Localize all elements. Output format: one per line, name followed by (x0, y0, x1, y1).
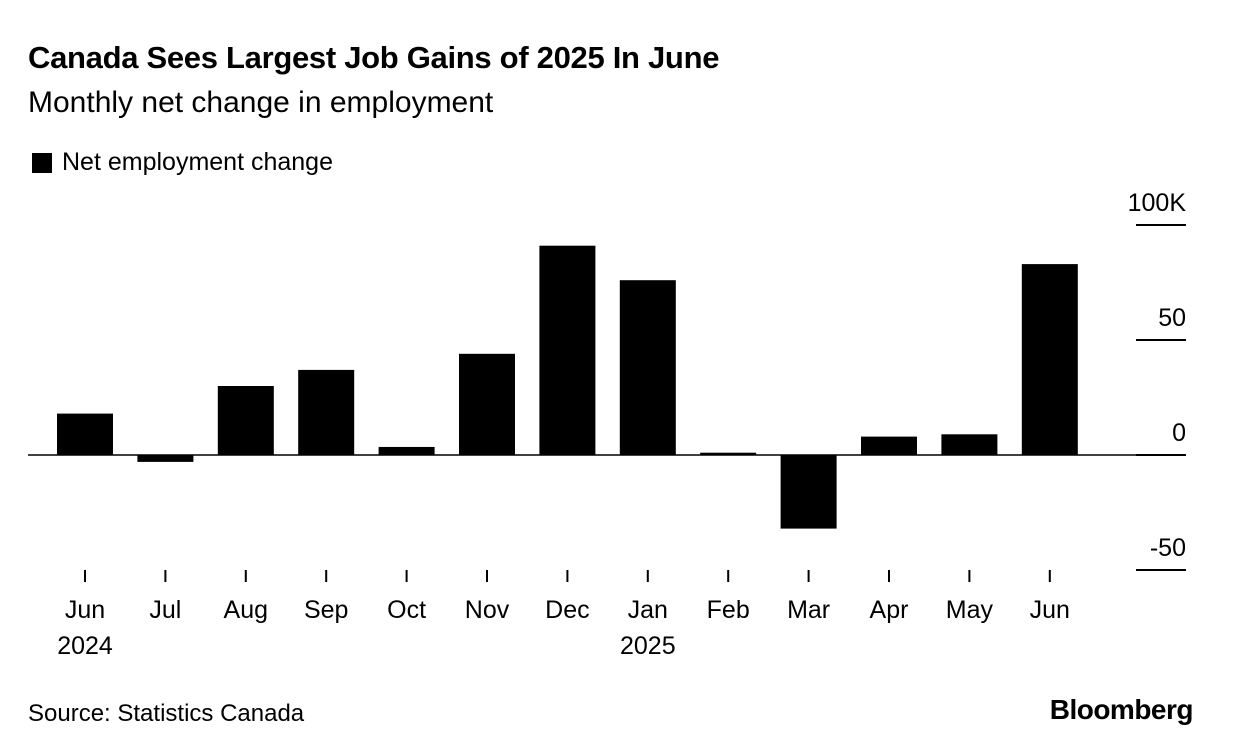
x-tick-label-10: Apr (870, 596, 909, 624)
bar-4 (378, 446, 435, 455)
x-tick-label-11: May (946, 596, 994, 624)
legend: Net employment change (32, 148, 333, 177)
x-tick-label-6: Dec (545, 596, 589, 624)
x-tick-label-1: Jul (149, 596, 181, 624)
bar-11 (941, 434, 998, 455)
x-tick-label-9: Mar (787, 596, 830, 624)
bar-0 (57, 413, 113, 455)
y-tick-label-0: 100K (1128, 189, 1187, 217)
x-tick-label-5: Nov (465, 596, 510, 624)
x-tick-label-2: Aug (224, 596, 268, 624)
bar-6 (539, 245, 596, 455)
x-tick-label-12: Jun (1030, 596, 1070, 624)
y-tick-label-3: -50 (1150, 534, 1186, 562)
legend-label: Net employment change (62, 148, 333, 176)
bar-1 (137, 455, 194, 462)
chart-title: Canada Sees Largest Job Gains of 2025 In… (28, 40, 720, 75)
bloomberg-logo: Bloomberg (1049, 694, 1194, 725)
x-tick-label-0: Jun (65, 596, 105, 624)
y-tick-label-2: 0 (1172, 419, 1186, 447)
source-note: Source: Statistics Canada (28, 700, 305, 727)
bar-9 (780, 455, 837, 529)
bar-12 (1021, 264, 1078, 455)
bar-3 (298, 369, 355, 455)
y-tick-label-1: 50 (1158, 304, 1186, 332)
bar-8 (700, 452, 757, 455)
bar-7 (619, 280, 676, 455)
legend-swatch (32, 152, 52, 173)
chart-subtitle: Monthly net change in employment (28, 86, 494, 119)
bar-10 (861, 436, 917, 455)
x-year-label-7: 2025 (620, 632, 676, 660)
x-tick-label-8: Feb (707, 596, 750, 624)
x-tick-label-3: Sep (304, 596, 348, 624)
bar-5 (459, 353, 515, 455)
x-tick-label-4: Oct (387, 596, 426, 624)
bar-2 (217, 386, 274, 455)
x-tick-label-7: Jan (628, 596, 668, 624)
x-year-label-0: 2024 (57, 632, 113, 660)
